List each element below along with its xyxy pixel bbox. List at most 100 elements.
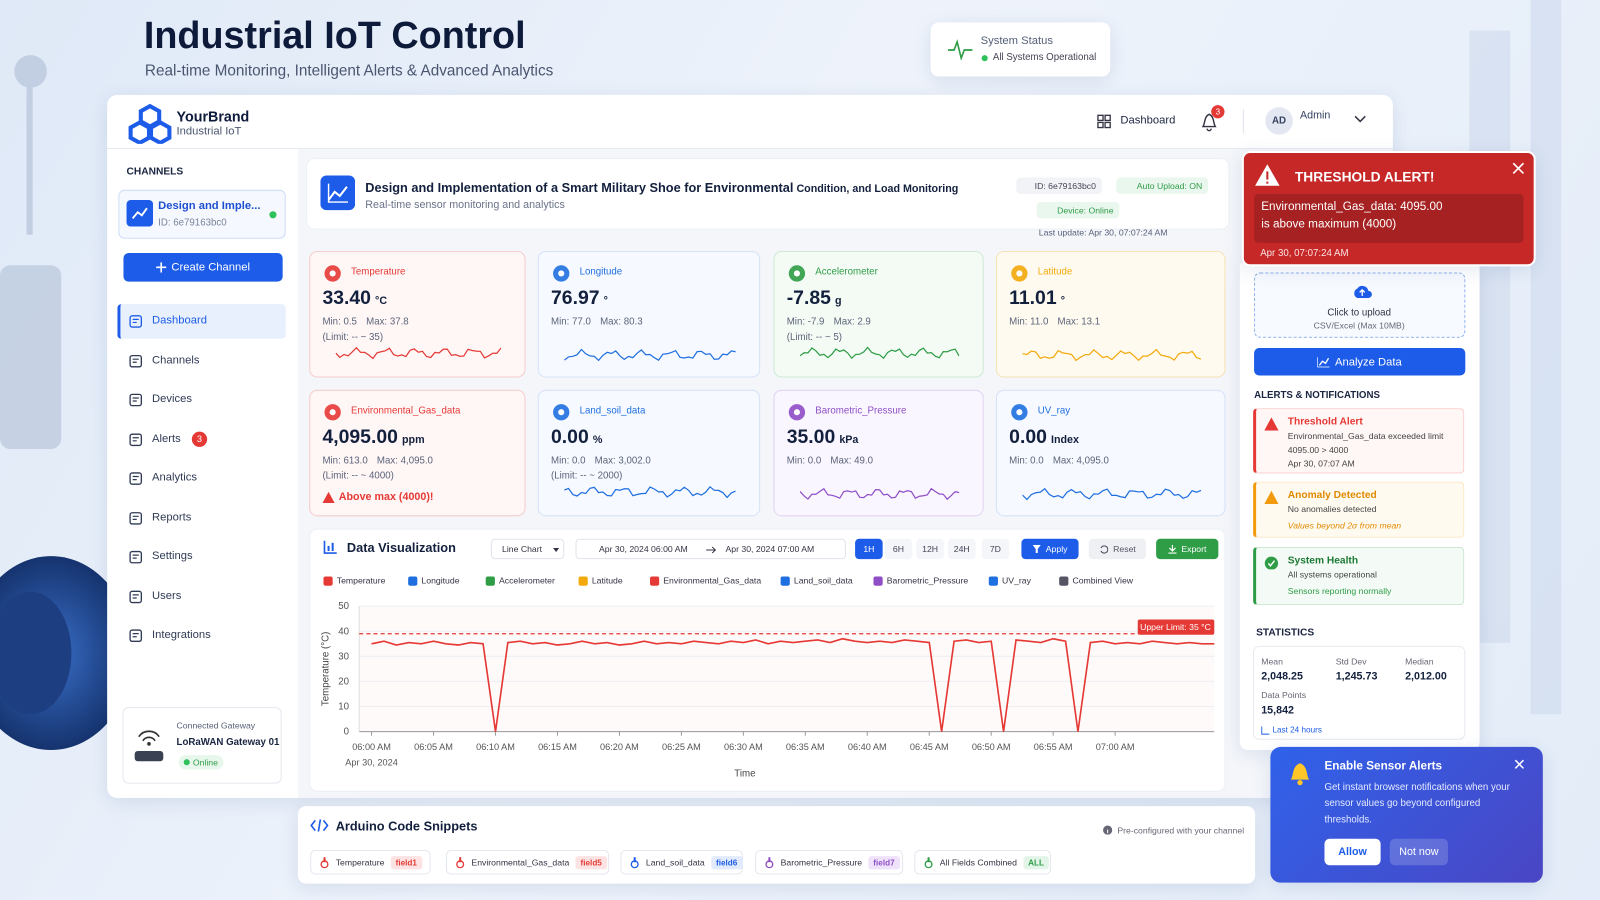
analyze-button[interactable]: Analyze Data: [1254, 347, 1466, 376]
nav-item[interactable]: Analytics: [117, 461, 285, 496]
snippet-chip[interactable]: All Fields Combined ALL: [914, 849, 1052, 875]
sensor-max: Max: 37.8: [366, 316, 409, 328]
nav-item[interactable]: Settings: [117, 540, 285, 575]
nav-item[interactable]: Dashboard: [117, 304, 285, 339]
sensor-max: Max: 3,002.0: [594, 455, 651, 467]
sensor-name: Barometric_Pressure: [815, 405, 907, 417]
alert-close: [1512, 162, 1525, 175]
legend-item[interactable]: Latitude: [578, 574, 712, 588]
range-button[interactable]: 1H: [855, 538, 883, 560]
icon-part: [799, 346, 960, 360]
date-range[interactable]: Apr 30, 2024 06:00 AM Apr 30, 2024 07:00 …: [575, 538, 846, 560]
legend-checkbox: [649, 576, 660, 586]
export-button[interactable]: Export: [1156, 538, 1219, 560]
popup-close: [1514, 759, 1524, 769]
legend-item[interactable]: Combined View: [1059, 574, 1192, 588]
sensor-max: Max: 2.9: [833, 316, 871, 328]
legend-item[interactable]: Land_soil_data: [780, 574, 914, 588]
apply-button[interactable]: Apply: [1021, 538, 1079, 560]
icon-part: [558, 409, 565, 416]
chart-type-select[interactable]: Line Chart: [490, 538, 565, 560]
date-from: Apr 30, 2024 06:00 AM: [598, 543, 688, 555]
sensor-min: Min: 0.0: [786, 455, 822, 467]
sensor-minmax: Min: 0.5 Max: 37.8: [322, 316, 518, 330]
icon-part: [323, 540, 337, 554]
dashboard-link[interactable]: Dashboard: [1120, 114, 1176, 127]
code-icon: [310, 819, 329, 832]
icon-part: [128, 120, 152, 146]
sensor-card: Longitude 76.97 ° Min: 77.0 Max: 80.3: [537, 251, 761, 378]
legend-item[interactable]: UV_ray: [988, 574, 1122, 588]
icon-part: [1097, 114, 1111, 129]
icon-part: [1168, 544, 1177, 554]
icon-part: [1097, 121, 1104, 129]
legend-item[interactable]: Environmental_Gas_data: [649, 574, 783, 588]
sensor-min: Min: 0.0: [1009, 455, 1044, 467]
snippet-chip[interactable]: Land_soil_data field6: [620, 849, 743, 875]
legend-label: Longitude: [421, 575, 460, 586]
icon-part: [331, 542, 334, 552]
legend-item[interactable]: Longitude: [408, 574, 541, 588]
not-now-button[interactable]: Not now: [1389, 838, 1448, 866]
icon-part: [156, 262, 167, 273]
nav-icon: [129, 432, 143, 446]
channel-id: ID: 6e79163bc0: [158, 217, 227, 229]
alert-item: Threshold Alert Environmental_Gas_data ex…: [1253, 408, 1465, 474]
range-button[interactable]: 6H: [884, 538, 913, 560]
icon-part: [1016, 270, 1023, 277]
range-button[interactable]: 12H: [916, 538, 944, 560]
sensor-value: 4,095.00 ppm: [322, 427, 518, 451]
nav-item[interactable]: Devices: [117, 383, 285, 418]
icon-part: [132, 436, 139, 441]
nav-item[interactable]: Alerts 3: [117, 422, 285, 457]
icon-part: [1099, 544, 1109, 554]
nav-item[interactable]: Channels: [117, 343, 285, 378]
sensor-unit: Index: [1050, 433, 1079, 446]
icon-part: [1016, 409, 1023, 416]
page-subtitle: Real-time Monitoring, Intelligent Alerts…: [144, 62, 554, 80]
legend-item[interactable]: Accelerometer: [485, 574, 619, 588]
icon-part: [1032, 544, 1041, 554]
legend-item[interactable]: Temperature: [323, 574, 456, 588]
snippet-chip[interactable]: Environmental_Gas_data field5: [445, 849, 610, 875]
icon-part: [1201, 113, 1217, 132]
icon-part: [1255, 164, 1280, 186]
sensor-value-number: 0.00: [551, 426, 589, 448]
range-button[interactable]: 7D: [981, 538, 1010, 560]
channel-card[interactable]: Design and Imple... ID: 6e79163bc0: [118, 189, 286, 239]
icon-part: [1316, 356, 1330, 368]
icon-part: [129, 472, 142, 485]
icon-part: [1354, 115, 1366, 123]
icon-part: [1264, 490, 1279, 505]
snippet-chip[interactable]: Temperature field1: [310, 849, 431, 875]
snippet-chip[interactable]: Barometric_Pressure field7: [755, 849, 904, 875]
nav-item[interactable]: Users: [117, 579, 285, 614]
brand-name: YourBrand: [176, 108, 250, 125]
create-channel-button[interactable]: Create Channel: [123, 253, 283, 282]
notification-badge: 3: [1211, 105, 1225, 119]
info-icon: [1103, 825, 1113, 835]
allow-button[interactable]: Allow: [1324, 838, 1381, 866]
page-title: Industrial IoT Control: [143, 14, 526, 57]
nav-item[interactable]: Integrations: [117, 618, 285, 653]
sensor-name: Land_soil_data: [579, 405, 646, 417]
icon-part: [327, 186, 348, 201]
legend-checkbox: [485, 576, 495, 586]
icon-part: [1264, 556, 1279, 570]
icon-part: [324, 404, 341, 421]
legend-item[interactable]: Barometric_Pressure: [873, 574, 1006, 588]
icon-part: [563, 348, 736, 362]
alert-item: System Health All systems operational Sens…: [1253, 546, 1465, 606]
project-icon: [320, 175, 356, 211]
viz-title: Data Visualization: [346, 540, 456, 556]
sensor-unit: g: [835, 294, 842, 308]
nav-item[interactable]: Reports: [117, 501, 285, 536]
range-button[interactable]: 24H: [947, 538, 976, 560]
icon-part: [14, 55, 47, 88]
reset-button[interactable]: Reset: [1088, 538, 1146, 560]
icon-part: [1261, 726, 1270, 735]
status-label: System Status: [980, 34, 1053, 47]
icon-part: [1011, 404, 1028, 421]
alert-triangle: [1254, 163, 1281, 186]
upload-area[interactable]: Click to upload CSV/Excel (Max 10MB): [1254, 272, 1466, 338]
